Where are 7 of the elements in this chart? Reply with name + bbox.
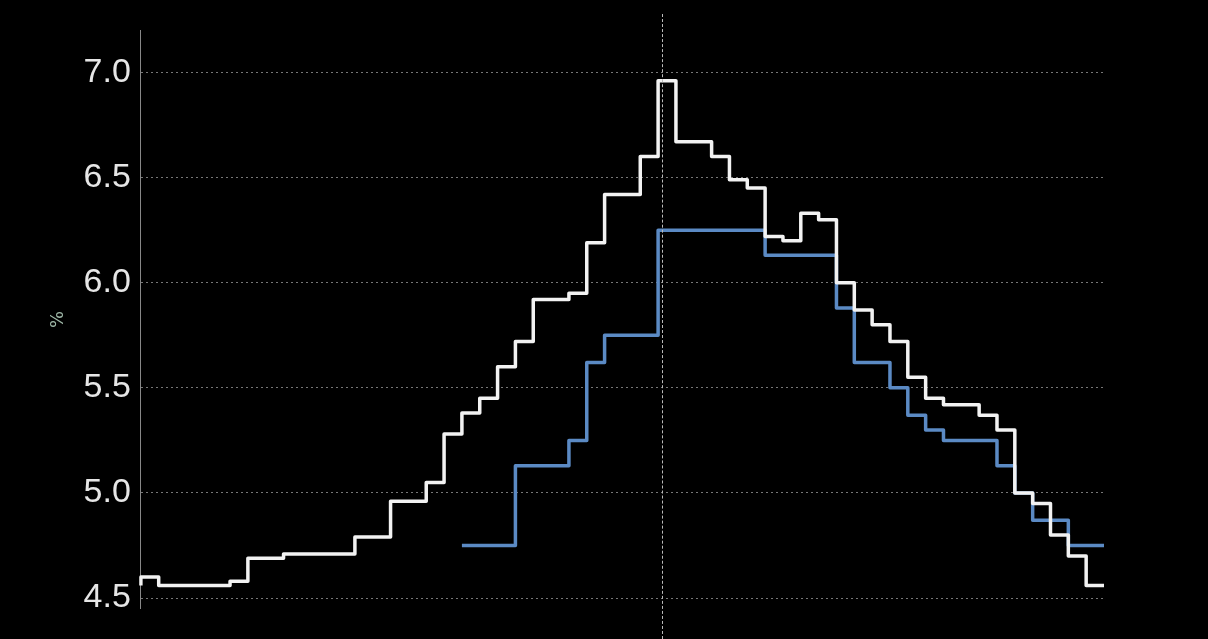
y-axis-title: % <box>46 310 68 329</box>
y-tick-label: 7.0 <box>83 50 131 89</box>
y-tick-label: 6.5 <box>83 155 131 194</box>
y-tick-label: 5.5 <box>83 366 131 405</box>
y-tick-label: 6.0 <box>83 261 131 300</box>
y-tick-label: 5.0 <box>83 471 131 510</box>
y-tick-label: 4.5 <box>83 576 131 615</box>
